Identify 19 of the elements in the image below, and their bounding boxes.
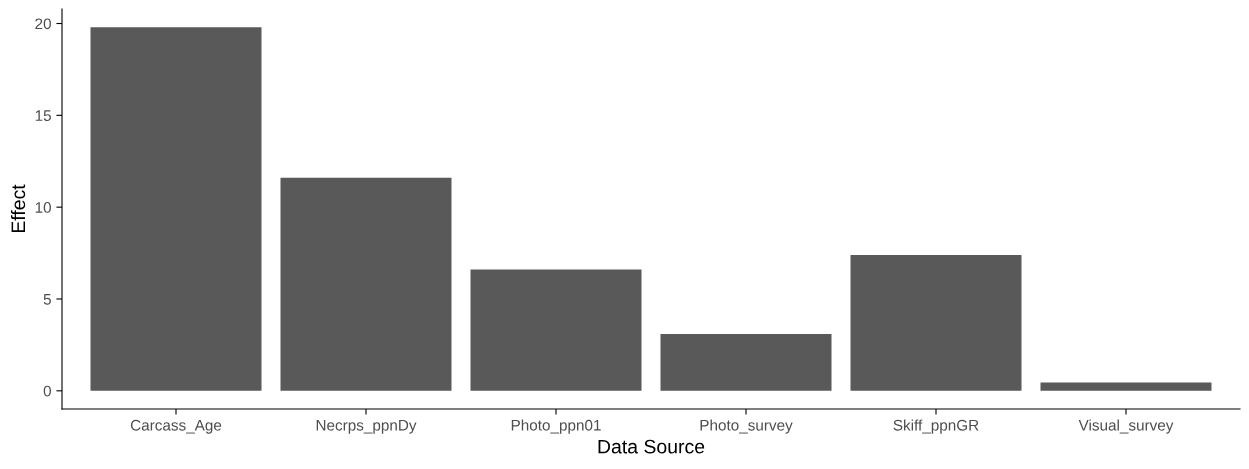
y-tick-label: 10 (35, 202, 51, 213)
x-axis-title: Data Source (598, 439, 705, 454)
y-tick-label: 20 (35, 18, 51, 30)
bar (850, 254, 1022, 391)
bar (1040, 382, 1212, 391)
x-tick-label: Necrps_ppnDy (316, 419, 417, 434)
bar (660, 333, 832, 391)
bar (470, 269, 642, 391)
y-tick-label: 15 (35, 110, 51, 122)
x-tick-label: Visual_survey (1078, 419, 1174, 434)
x-tick-label: Photo_ppn01 (511, 419, 601, 434)
bar (280, 177, 452, 391)
y-axis-title: Effect (10, 184, 26, 233)
y-tick-label: 0 (43, 385, 51, 397)
bar (90, 27, 262, 391)
x-tick-label: Carcass_Age (130, 419, 222, 434)
x-tick-label: Photo_survey (700, 419, 793, 434)
x-tick-label: Skiff_ppnGR (893, 419, 979, 434)
y-tick-label: 5 (43, 294, 51, 305)
